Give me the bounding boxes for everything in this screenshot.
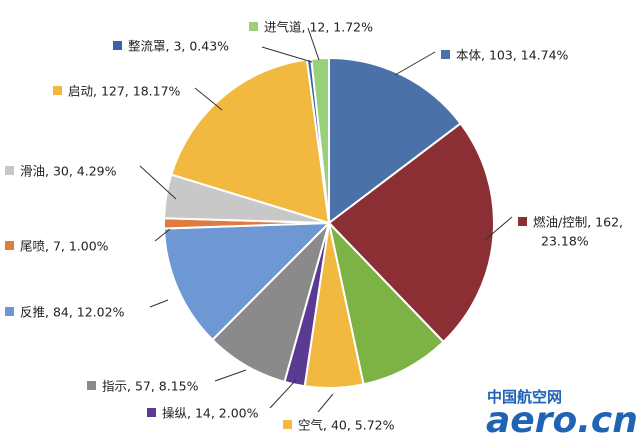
pie-slice-反推 <box>163 221 332 342</box>
pie-slice-启动 <box>170 58 331 225</box>
label-marker <box>5 307 14 316</box>
leader-line <box>214 369 247 382</box>
slice-label: 反推, 84, 12.02% <box>20 305 125 320</box>
label-marker <box>518 217 527 226</box>
leader-line <box>139 165 177 200</box>
leader-line <box>149 299 169 308</box>
pie-slice-unlabeled <box>327 219 445 386</box>
slice-label-continued: 23.18% <box>541 234 589 249</box>
leader-line <box>261 46 313 63</box>
label-marker <box>5 166 14 175</box>
pie-slices <box>162 56 495 389</box>
slice-labels: 本体, 103, 14.74% 燃油/控制, 162, 23.18% 空气, 40, … <box>5 20 623 433</box>
slice-label: 燃油/控制, 162, <box>533 215 623 230</box>
leader-line <box>394 51 436 76</box>
pie-slice-本体 <box>328 56 462 226</box>
slice-label: 空气, 40, 5.72% <box>298 418 395 433</box>
label-marker <box>249 22 258 31</box>
label-marker <box>113 41 122 50</box>
leader-line <box>307 27 320 61</box>
label-marker <box>441 50 450 59</box>
label-marker <box>53 86 62 95</box>
leader-line <box>194 87 223 111</box>
slice-label: 操纵, 14, 2.00% <box>162 406 259 421</box>
leader-line <box>317 393 334 413</box>
label-marker <box>5 241 14 250</box>
pie-slice-进气道 <box>310 56 330 224</box>
slice-label: 进气道, 12, 1.72% <box>264 20 373 35</box>
slice-label: 指示, 57, 8.15% <box>102 379 199 394</box>
slice-label: 启动, 127, 18.17% <box>68 84 181 99</box>
slice-label: 尾喷, 7, 1.00% <box>20 239 109 254</box>
leader-line <box>269 379 297 409</box>
leader-line <box>154 228 171 242</box>
label-marker <box>283 420 292 429</box>
label-leader-lines <box>139 27 513 413</box>
leader-line <box>484 216 513 241</box>
slice-label: 整流罩, 3, 0.43% <box>128 39 229 54</box>
label-marker <box>87 381 96 390</box>
watermark: 中国航空网 aero.cn <box>486 388 638 440</box>
label-marker <box>147 408 156 417</box>
watermark-chinese: 中国航空网 <box>487 388 562 406</box>
slice-label: 滑油, 30, 4.29% <box>20 164 117 179</box>
watermark-english: aero.cn <box>486 400 638 440</box>
pie-slice-燃油/控制 <box>327 122 495 344</box>
slice-label: 本体, 103, 14.74% <box>456 48 569 63</box>
